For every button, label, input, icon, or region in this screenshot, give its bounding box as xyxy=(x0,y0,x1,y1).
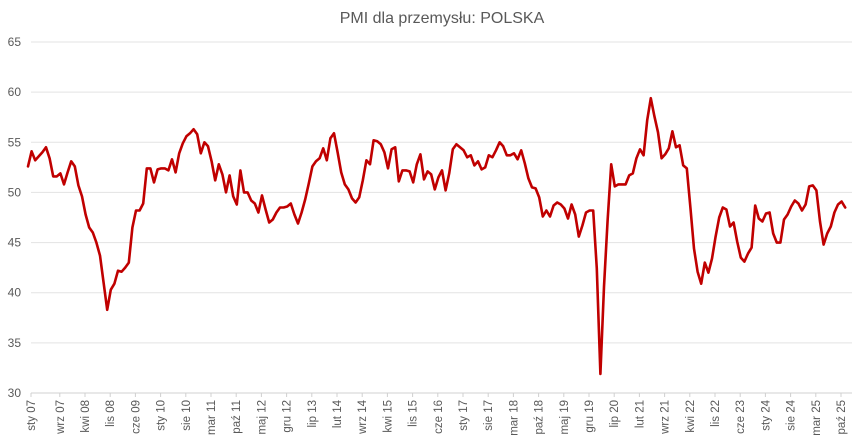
x-tick-label: sty 07 xyxy=(26,400,38,431)
gridlines xyxy=(31,41,852,344)
x-tick-label: sie 17 xyxy=(483,400,495,431)
x-tick-label: gru 19 xyxy=(584,400,596,433)
y-tick-label: 40 xyxy=(8,286,22,300)
x-axis-ticks: sty 07 wrz 07 kwi 08 lis 08 cze 09 sty 10 sie … xyxy=(26,393,848,436)
x-tick-label: lis 08 xyxy=(105,400,117,427)
pmi-series-line xyxy=(26,96,847,376)
x-tick-label: lut 21 xyxy=(634,400,646,428)
x-tick-label: maj 12 xyxy=(256,400,268,435)
x-tick-label: wrz 21 xyxy=(660,400,672,435)
x-tick-label: sty 17 xyxy=(458,400,470,431)
x-tick-label: sie 10 xyxy=(181,400,193,431)
x-tick-label: mar 25 xyxy=(811,400,823,436)
x-tick-label: kwi 22 xyxy=(685,400,697,433)
x-tick-label: sie 24 xyxy=(786,399,798,430)
x-tick-label: lis 22 xyxy=(710,400,722,427)
y-tick-label: 35 xyxy=(8,336,22,350)
x-tick-label: cze 09 xyxy=(130,400,142,434)
y-tick-label: 55 xyxy=(8,135,22,149)
x-tick-label: wrz 14 xyxy=(357,399,369,434)
y-axis-ticks: 30 35 40 45 50 55 60 65 xyxy=(8,35,22,400)
x-tick-label: lip 20 xyxy=(609,400,621,428)
x-tick-label: cze 23 xyxy=(735,400,747,434)
x-tick-label: mar 11 xyxy=(206,400,218,435)
x-tick-label: maj 19 xyxy=(559,400,571,435)
x-tick-label: kwi 08 xyxy=(80,400,92,433)
x-tick-label: paź 18 xyxy=(534,400,546,435)
x-tick-label: paź 11 xyxy=(231,400,243,434)
y-tick-label: 60 xyxy=(8,85,22,99)
x-tick-label: lis 15 xyxy=(408,400,420,427)
x-tick-label: sty 24 xyxy=(760,399,772,430)
y-tick-label: 45 xyxy=(8,236,22,250)
x-tick-label: lip 13 xyxy=(307,400,319,428)
x-tick-label: cze 16 xyxy=(433,400,445,434)
y-tick-label: 65 xyxy=(8,35,22,49)
x-tick-label: sty 10 xyxy=(156,400,168,431)
y-tick-label: 30 xyxy=(8,386,22,400)
x-tick-label: paź 25 xyxy=(836,400,848,435)
x-tick-label: gru 12 xyxy=(282,400,294,433)
x-tick-label: lut 14 xyxy=(332,399,344,428)
x-tick-label: wrz 07 xyxy=(55,400,67,435)
y-tick-label: 50 xyxy=(8,185,22,199)
x-tick-label: mar 18 xyxy=(508,400,520,436)
chart-title: PMI dla przemysłu: POLSKA xyxy=(340,10,545,27)
x-tick-label: kwi 15 xyxy=(382,400,394,433)
